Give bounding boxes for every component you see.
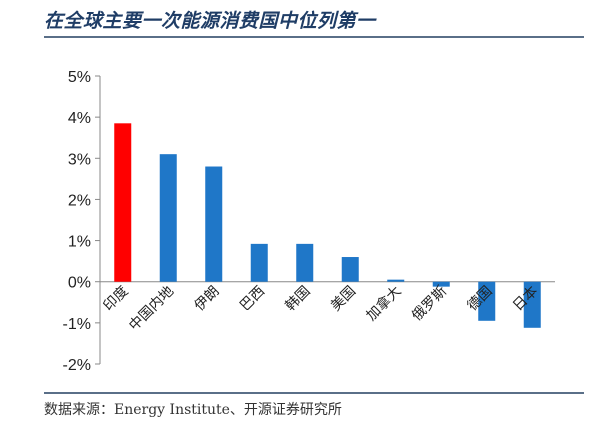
category-label: 美国 bbox=[328, 283, 359, 314]
bar-2 bbox=[159, 154, 177, 282]
y-tick-label: 3% bbox=[68, 151, 91, 168]
category-label: 印度 bbox=[100, 283, 131, 314]
y-tick-label: -2% bbox=[63, 357, 91, 374]
bar-6 bbox=[341, 257, 359, 282]
y-tick-label: 0% bbox=[68, 275, 91, 292]
y-tick-label: 1% bbox=[68, 234, 91, 251]
chart-title: 在全球主要一次能源消费国中位列第一 bbox=[44, 10, 376, 32]
title-rule bbox=[44, 36, 584, 38]
bar-4 bbox=[250, 243, 268, 282]
bar-10 bbox=[523, 281, 541, 328]
bar-5 bbox=[296, 243, 314, 282]
bar-8 bbox=[432, 281, 450, 287]
y-tick-label: 5% bbox=[68, 69, 91, 86]
y-tick-label: 4% bbox=[68, 110, 91, 127]
category-label: 巴西 bbox=[237, 283, 268, 314]
source-note: 数据来源：Energy Institute、开源证券研究所 bbox=[44, 402, 342, 418]
category-label: 中国内地 bbox=[126, 283, 177, 334]
bar-3 bbox=[205, 166, 223, 282]
category-label: 伊朗 bbox=[191, 283, 222, 314]
category-label: 俄罗斯 bbox=[409, 283, 450, 324]
source-rule bbox=[44, 392, 584, 394]
category-label: 韩国 bbox=[282, 283, 313, 314]
category-label: 加拿大 bbox=[363, 283, 405, 325]
y-tick-label: 2% bbox=[68, 192, 91, 209]
bar-7 bbox=[387, 279, 405, 282]
y-tick-label: -1% bbox=[63, 316, 91, 333]
bar-1 bbox=[114, 123, 132, 282]
bar-9 bbox=[478, 281, 496, 321]
